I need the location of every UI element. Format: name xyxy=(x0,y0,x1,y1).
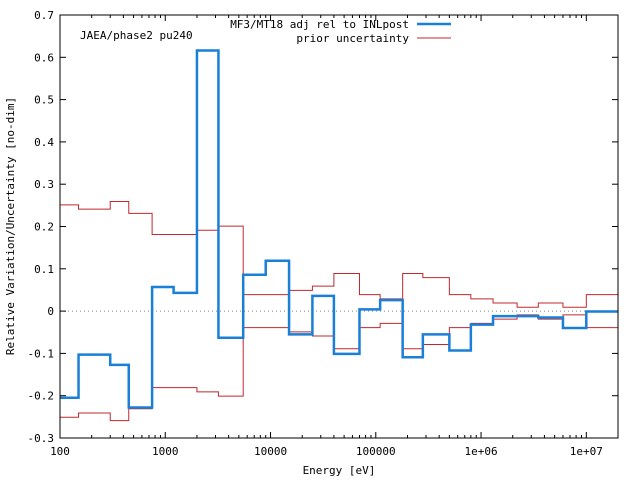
legend: MF3/MT18 adj rel to INLpost prior uncert… xyxy=(230,18,451,45)
series-layer xyxy=(60,49,618,422)
y-tick-label: 0.1 xyxy=(34,263,54,276)
legend-label-adjustment: MF3/MT18 adj rel to INLpost xyxy=(230,18,409,31)
y-tick-label: -0.1 xyxy=(28,347,55,360)
x-tick-label: 1e+06 xyxy=(464,445,497,458)
x-tick-label: 1e+07 xyxy=(570,445,603,458)
y-tick-label: 0 xyxy=(47,305,54,318)
adjustment-line xyxy=(60,49,618,409)
x-tick-label: 10000 xyxy=(254,445,287,458)
y-tick-label: 0.2 xyxy=(34,221,54,234)
x-tick-label: 100 xyxy=(50,445,70,458)
x-tick-label: 100000 xyxy=(356,445,396,458)
legend-label-prior-uncertainty: prior uncertainty xyxy=(296,32,409,45)
y-tick-label: 0.4 xyxy=(34,136,54,149)
y-tick-label: 0.5 xyxy=(34,94,54,107)
x-axis-title: Energy [eV] xyxy=(303,464,376,477)
y-axis-title: Relative Variation/Uncertainty [no-dim] xyxy=(4,97,17,355)
chart-annotation: JAEA/phase2 pu240 xyxy=(80,29,193,42)
tick-labels: -0.3 -0.2 -0.1 0 0.1 0.2 0.3 0.4 0.5 0.6 0.7 100 100… xyxy=(28,9,603,458)
y-tick-label: 0.7 xyxy=(34,9,54,22)
y-tick-label: -0.3 xyxy=(28,432,55,445)
y-tick-label: -0.2 xyxy=(28,390,55,403)
y-tick-label: 0.6 xyxy=(34,51,54,64)
y-tick-label: 0.3 xyxy=(34,178,54,191)
x-tick-label: 1000 xyxy=(152,445,179,458)
prior-uncertainty-upper-line xyxy=(60,201,618,308)
plot-frame xyxy=(59,14,619,439)
